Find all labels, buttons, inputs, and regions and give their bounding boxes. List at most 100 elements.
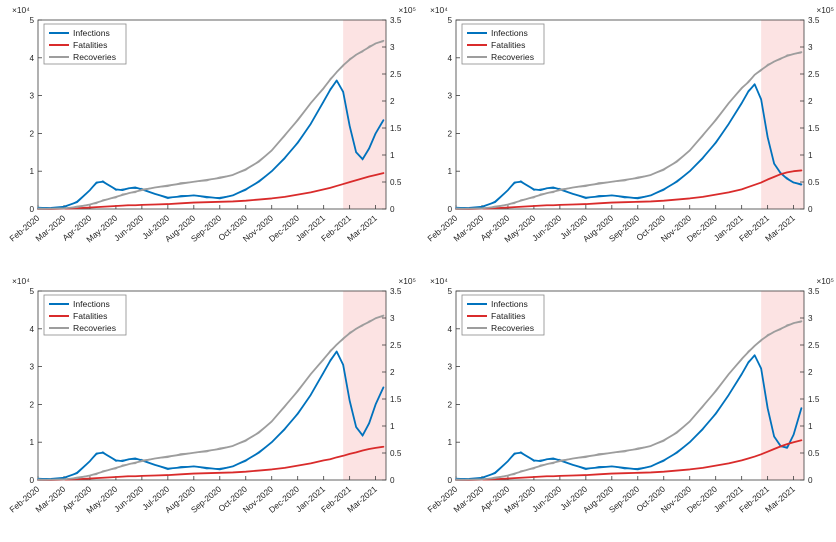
svg-text:3.5: 3.5 (808, 16, 820, 25)
legend: Infections Fatalities Recoveries (461, 294, 545, 336)
svg-text:0: 0 (29, 476, 34, 485)
subplot-top-left: 0 1 2 3 4 5 0 0.5 1 1.5 2 2.5 3 3.5 Feb-2020 Mar-2020 Ap… (0, 0, 418, 271)
left-exponent-label: ×10⁴ (12, 5, 30, 15)
svg-text:2: 2 (447, 129, 452, 138)
fatalities-line (455, 169, 803, 210)
svg-text:2: 2 (29, 129, 34, 138)
svg-text:4: 4 (29, 54, 34, 63)
legend-label-fatalities: Fatalities (491, 40, 525, 50)
svg-text:1: 1 (447, 438, 452, 447)
svg-text:Jun-2020: Jun-2020 (530, 484, 563, 514)
legend-label-infections: Infections (73, 28, 110, 38)
recoveries-observed-line (455, 52, 802, 210)
legend-label-fatalities: Fatalities (491, 311, 525, 321)
forecast-band (343, 291, 386, 480)
subplot-bottom-right: 0 1 2 3 4 5 0 0.5 1 1.5 2 2.5 3 3.5 Feb-2020 Mar-2020 Ap… (418, 271, 836, 542)
svg-text:3: 3 (447, 92, 452, 101)
svg-text:1.5: 1.5 (390, 124, 402, 133)
infections-observed-line (37, 79, 384, 209)
forecast-band (343, 20, 386, 209)
svg-text:3: 3 (29, 92, 34, 101)
svg-text:3: 3 (390, 314, 395, 323)
svg-text:3.5: 3.5 (390, 16, 402, 25)
subplot-bottom-left: 0 1 2 3 4 5 0 0.5 1 1.5 2 2.5 3 3.5 Feb-2020 Mar-2020 Ap… (0, 271, 418, 542)
x-axis: Feb-2020Mar-2020Apr-2020May-2020Jun-2020… (425, 205, 797, 244)
legend: Infections Fatalities Recoveries (461, 23, 545, 65)
infections-observed-line (37, 350, 384, 480)
infections-observed-line (455, 354, 802, 480)
svg-text:0: 0 (390, 476, 395, 485)
right-exponent-label: ×10⁵ (398, 276, 416, 286)
fatalities-line (455, 439, 803, 481)
svg-text:5: 5 (29, 16, 34, 25)
svg-text:3: 3 (808, 314, 813, 323)
svg-text:1.5: 1.5 (808, 124, 820, 133)
left-exponent-label: ×10⁴ (430, 5, 448, 15)
svg-text:2.5: 2.5 (390, 70, 402, 79)
recoveries-observed-line (37, 41, 384, 210)
svg-text:Jun-2020: Jun-2020 (112, 213, 145, 243)
svg-text:1: 1 (390, 151, 395, 160)
left-axis: 0 1 2 3 4 5 (29, 16, 42, 214)
legend: Infections Fatalities Recoveries (43, 23, 127, 65)
axis-box (37, 290, 387, 481)
svg-text:Jun-2020: Jun-2020 (530, 213, 563, 243)
svg-text:1.5: 1.5 (808, 395, 820, 404)
svg-text:1.5: 1.5 (390, 395, 402, 404)
legend: Infections Fatalities Recoveries (43, 294, 127, 336)
right-axis: 0 0.5 1 1.5 2 2.5 3 3.5 (800, 287, 820, 485)
recoveries-line (455, 51, 803, 210)
fatalities-line (37, 172, 385, 210)
svg-text:3: 3 (29, 363, 34, 372)
legend-label-recoveries: Recoveries (491, 52, 534, 62)
svg-text:4: 4 (447, 54, 452, 63)
chart-svg: 01234500.511.522.533.5Feb-2020Mar-2020Ap… (425, 5, 834, 244)
chart-svg: 01234500.511.522.533.5Feb-2020Mar-2020Ap… (425, 276, 834, 515)
legend-label-fatalities: Fatalities (73, 40, 107, 50)
chart-svg: 01234500.511.522.533.5Feb-2020Mar-2020Ap… (7, 5, 416, 244)
forecast-band (761, 20, 804, 209)
svg-text:3: 3 (390, 43, 395, 52)
legend-label-infections: Infections (491, 28, 528, 38)
svg-text:0: 0 (390, 205, 395, 214)
legend-label-infections: Infections (73, 299, 110, 309)
axis-box (455, 290, 805, 481)
svg-text:0.5: 0.5 (390, 178, 402, 187)
svg-text:1: 1 (808, 422, 813, 431)
svg-text:2.5: 2.5 (808, 70, 820, 79)
right-exponent-label: ×10⁵ (398, 5, 416, 15)
svg-text:2: 2 (447, 400, 452, 409)
svg-text:5: 5 (447, 287, 452, 296)
svg-text:0: 0 (447, 205, 452, 214)
svg-text:3.5: 3.5 (808, 287, 820, 296)
svg-text:0: 0 (447, 476, 452, 485)
chart-svg: 01234500.511.522.533.5Feb-2020Mar-2020Ap… (7, 276, 416, 515)
svg-text:3.5: 3.5 (390, 287, 402, 296)
svg-text:Jun-2020: Jun-2020 (112, 484, 145, 514)
recoveries-line (455, 320, 803, 481)
svg-text:0.5: 0.5 (808, 449, 820, 458)
svg-text:3: 3 (447, 363, 452, 372)
x-axis: Feb-2020Mar-2020Apr-2020May-2020Jun-2020… (7, 205, 379, 244)
infections-line (455, 83, 803, 210)
svg-text:2: 2 (390, 368, 395, 377)
right-axis: 0 0.5 1 1.5 2 2.5 3 3.5 (800, 16, 820, 214)
recoveries-line (37, 39, 385, 210)
left-axis: 0 1 2 3 4 5 (447, 287, 460, 485)
svg-text:0.5: 0.5 (390, 449, 402, 458)
svg-text:5: 5 (447, 16, 452, 25)
recoveries-observed-line (455, 321, 802, 481)
left-axis: 0 1 2 3 4 5 (29, 287, 42, 485)
right-exponent-label: ×10⁵ (816, 276, 834, 286)
svg-text:2.5: 2.5 (390, 341, 402, 350)
legend-label-infections: Infections (491, 299, 528, 309)
recoveries-observed-line (37, 316, 384, 481)
svg-text:2: 2 (390, 97, 395, 106)
recoveries-line (37, 314, 385, 481)
legend-label-recoveries: Recoveries (491, 323, 534, 333)
svg-text:0.5: 0.5 (808, 178, 820, 187)
svg-text:0: 0 (29, 205, 34, 214)
svg-text:2: 2 (29, 400, 34, 409)
svg-text:4: 4 (29, 325, 34, 334)
